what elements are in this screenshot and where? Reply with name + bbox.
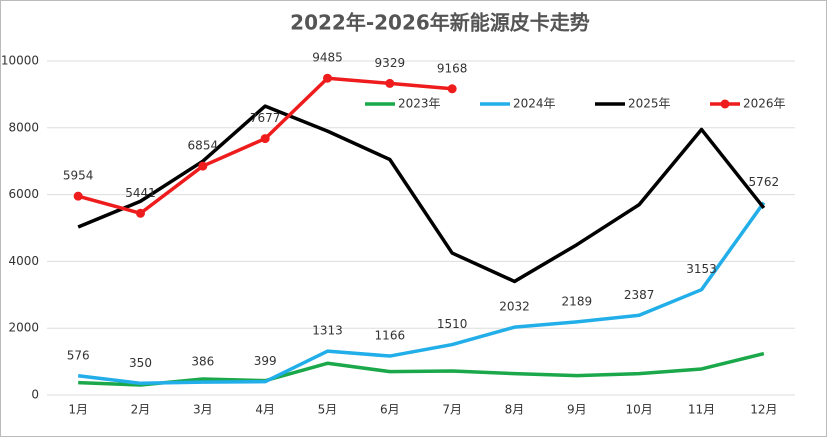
x-tick-label: 4月 [255,403,275,417]
data-label: 7677 [250,111,281,125]
x-tick-label: 8月 [505,403,525,417]
x-tick-label: 11月 [688,403,715,417]
y-tick-label: 4000 [8,254,39,268]
x-tick-label: 2月 [131,403,151,417]
x-tick-label: 6月 [380,403,400,417]
legend-label: 2025年 [628,97,671,111]
series-line [78,351,765,387]
data-label: 1313 [312,324,343,338]
data-label: 9329 [375,56,406,70]
series-line [77,201,766,386]
y-tick-label: 6000 [8,187,39,201]
data-label: 399 [254,354,277,368]
data-label: 9485 [312,51,343,65]
data-label: 3153 [686,262,717,276]
data-label: 350 [129,356,152,370]
chart-title: 2022年-2026年新能源皮卡走势 [290,11,590,35]
data-label: 5762 [749,175,780,189]
marker [260,134,270,144]
data-label: 2189 [562,294,593,308]
marker [447,84,457,94]
data-label: 5441 [125,186,156,200]
data-label: 1510 [437,317,468,331]
y-tick-label: 0 [31,388,39,402]
legend-label: 2023年 [398,97,441,111]
data-label: 1166 [375,329,406,343]
data-label: 576 [67,348,90,362]
y-tick-label: 8000 [8,120,39,134]
marker [198,161,208,171]
data-label: 2387 [624,288,655,302]
legend-label: 2024年 [513,97,556,111]
data-label: 6854 [188,139,219,153]
marker [385,78,395,88]
series-line [77,104,766,284]
y-tick-label: 2000 [8,321,39,335]
marker [136,208,145,218]
x-tick-label: 7月 [442,403,462,417]
x-tick-label: 10月 [626,403,653,417]
marker [73,191,83,201]
x-tick-label: 12月 [750,403,777,417]
data-label: 5954 [63,169,94,183]
data-label: 9168 [437,61,468,75]
x-tick-label: 1月 [68,403,88,417]
legend-label: 2026年 [743,97,786,111]
data-label: 2032 [499,300,530,314]
y-tick-label: 10000 [1,54,39,68]
x-tick-label: 5月 [318,403,338,417]
data-label: 386 [191,355,214,369]
x-tick-label: 9月 [567,403,587,417]
marker [323,73,332,83]
x-tick-label: 3月 [193,403,213,417]
legend-marker [720,99,730,109]
